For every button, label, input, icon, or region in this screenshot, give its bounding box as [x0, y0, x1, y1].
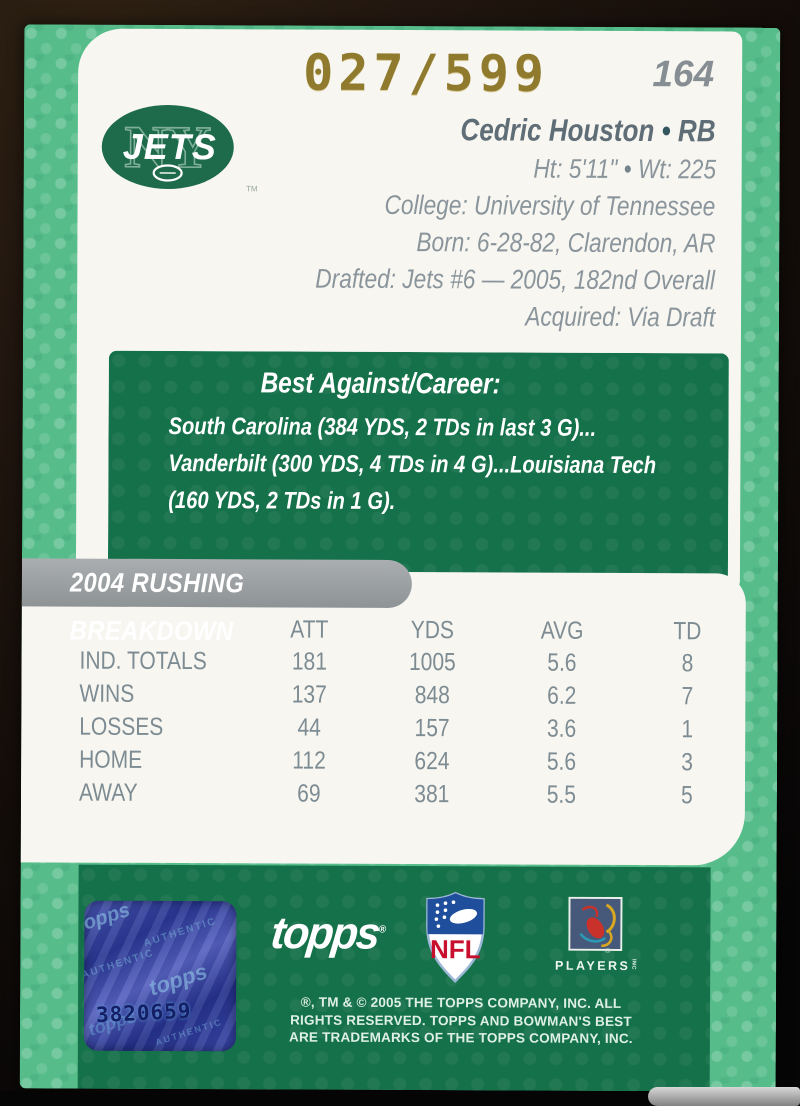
best-against-line: (160 YDS, 2 TDs in 1 G).	[168, 486, 396, 515]
header-panel: 027/599 164 NY JETS TM Cedric Houston • …	[75, 28, 743, 588]
col-header-avg: AVG	[540, 616, 584, 645]
best-against-line: South Carolina (384 YDS, 2 TDs in last 3…	[168, 412, 597, 442]
acquired-line: Acquired: Via Draft	[525, 301, 716, 333]
best-against-text: South Carolina (384 YDS, 2 TDs in last 3…	[168, 408, 702, 521]
best-against-title: Best Against/Career:	[260, 367, 501, 401]
bullet-separator: •	[661, 113, 672, 149]
row-label: AWAY	[78, 778, 138, 807]
table-row: AWAY 69 381 5.5 5	[78, 778, 693, 810]
registered-symbol: ®	[378, 924, 387, 936]
topps-logo: topps®	[268, 908, 387, 960]
copyright-line: RIGHTS RESERVED. TOPPS AND BOWMAN'S BEST	[290, 1012, 632, 1029]
players-wordmark: PLAYERSINC	[554, 958, 637, 974]
hologram-authentic-word: AUTHENTIC	[142, 915, 219, 950]
player-position: RB	[678, 113, 716, 149]
trading-card-back: 027/599 164 NY JETS TM Cedric Houston • …	[19, 24, 781, 1092]
table-row: LOSSES 44 157 3.6 1	[79, 712, 693, 744]
college-line: College: University of Tennessee	[384, 189, 716, 222]
born-line: Born: 6-28-82, Clarendon, AR	[416, 227, 716, 259]
player-name-line: Cedric Houston • RB	[240, 109, 716, 151]
col-header-yds: YDS	[410, 616, 454, 645]
footer-box: topps AUTHENTIC AUTHENTIC topps topps AU…	[77, 864, 711, 1092]
jets-wordmark: JETS	[123, 126, 217, 167]
nfl-shield-graphic: NFL	[426, 891, 485, 984]
row-label: HOME	[79, 745, 143, 774]
nfl-shield-logo: NFL	[423, 890, 487, 984]
card-number: 164	[652, 53, 715, 95]
row-label: WINS	[79, 679, 135, 708]
jets-team-logo: NY JETS TM	[100, 103, 258, 200]
copyright-line: ®, TM & © 2005 THE TOPPS COMPANY, INC. A…	[300, 994, 622, 1011]
best-against-line: Vanderbilt (300 YDS, 4 TDs in 4 G)...Lou…	[168, 449, 657, 480]
player-info: Cedric Houston • RB Ht: 5'11" • Wt: 225 …	[239, 109, 716, 336]
serial-number: 027/599	[303, 43, 550, 103]
copyright-line: ARE TRADEMARKS OF THE TOPPS COMPANY, INC…	[289, 1029, 633, 1047]
copyright-text: ®, TM & © 2005 THE TOPPS COMPANY, INC. A…	[211, 993, 711, 1048]
nfl-wordmark: NFL	[430, 934, 481, 964]
players-inc-logo: ® PLAYERSINC	[550, 896, 640, 974]
player-weight: Wt: 225	[637, 154, 716, 185]
players-inc-suffix: INC	[630, 959, 637, 971]
jets-logo-graphic: NY JETS	[101, 104, 234, 189]
section-title: 2004 RUSHING BREAKDOWN	[69, 567, 245, 647]
hologram-serial-number: 3820659	[95, 998, 193, 1028]
players-inc-graphic: ®	[568, 896, 623, 955]
player-name: Cedric Houston	[460, 112, 655, 149]
scanner-edge-artifact	[648, 1087, 800, 1106]
drafted-line: Drafted: Jets #6 — 2005, 182nd Overall	[315, 263, 716, 296]
table-row: WINS 137 848 6.2 7	[79, 679, 693, 711]
hologram-brand-word: topps	[83, 900, 133, 937]
row-label: LOSSES	[79, 712, 164, 741]
height-weight-line: Ht: 5'11" • Wt: 225	[240, 149, 716, 188]
table-row: HOME 112 624 5.6 3	[79, 745, 693, 777]
col-header-td: TD	[673, 617, 702, 646]
registered-symbol: ®	[605, 947, 611, 955]
player-height: Ht: 5'11"	[533, 153, 618, 184]
hologram-brand-word: topps	[145, 958, 211, 1001]
bullet-separator: •	[623, 153, 632, 185]
section-title-bar: 2004 RUSHING BREAKDOWN	[21, 558, 412, 646]
